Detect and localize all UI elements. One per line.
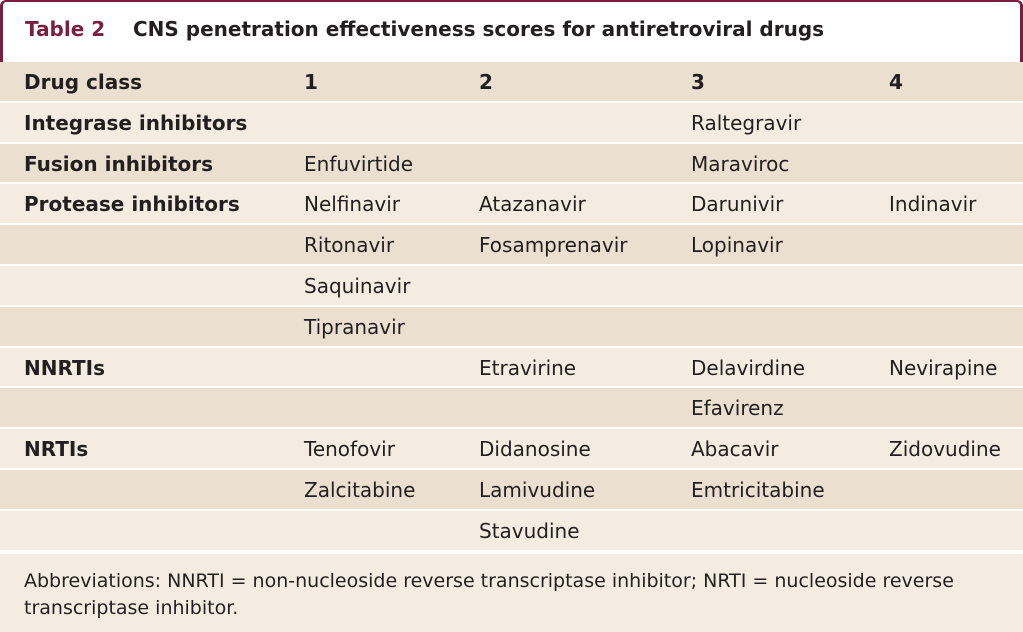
table-row: Tipranavir bbox=[0, 306, 1023, 348]
drug-cell-score-3: Efavirenz bbox=[691, 396, 784, 421]
drug-cell-score-2: Etravirine bbox=[479, 355, 577, 380]
drug-cell-score-4: Zidovudine bbox=[889, 437, 1001, 462]
header-cell-score-2: 2 bbox=[479, 70, 493, 94]
drug-cell-score-2: Fosamprenavir bbox=[479, 233, 628, 258]
table-footnote: Abbreviations: NNRTI = non-nucleoside re… bbox=[0, 554, 1023, 632]
drug-cell-score-4: Indinavir bbox=[889, 192, 977, 217]
drug-cell-score-2: Lamivudine bbox=[479, 477, 596, 502]
table-row: Stavudine bbox=[0, 510, 1023, 552]
drug-cell-score-3: Delavirdine bbox=[691, 355, 806, 380]
table-header-row: Drug class 1 2 3 4 bbox=[0, 62, 1023, 103]
drug-cell-score-1: Tenofovir bbox=[304, 437, 395, 462]
header-cell-score-3: 3 bbox=[691, 70, 705, 94]
table-row: NNRTIs Etravirine Delavirdine Nevirapine bbox=[0, 347, 1023, 389]
drug-cell-score-1: Zalcitabine bbox=[304, 477, 416, 502]
header-cell-drug-class: Drug class bbox=[24, 70, 142, 94]
table-title-bar: Table 2 CNS penetration effectiveness sc… bbox=[0, 0, 1023, 62]
drug-class-cell: Integrase inhibitors bbox=[24, 110, 248, 135]
table-row: Protease inhibitors Nelfinavir Atazanavir D… bbox=[0, 184, 1023, 226]
drug-cell-score-3: Abacavir bbox=[691, 437, 779, 462]
drug-cell-score-3: Emtricitabine bbox=[691, 477, 825, 502]
table-row: NRTIs Tenofovir Didanosine Abacavir Zidovudi… bbox=[0, 429, 1023, 470]
drug-class-cell: NNRTIs bbox=[24, 355, 105, 380]
table-row: Efavirenz bbox=[0, 388, 1023, 430]
drug-cell-score-2: Atazanavir bbox=[479, 192, 586, 217]
table-number-label: Table 2 bbox=[25, 17, 106, 41]
header-cell-score-1: 1 bbox=[304, 70, 318, 94]
drug-class-cell: Protease inhibitors bbox=[24, 192, 240, 217]
table-title: CNS penetration effectiveness scores for… bbox=[133, 17, 825, 41]
drug-cell-score-1: Saquinavir bbox=[304, 273, 411, 298]
drug-cell-score-1: Ritonavir bbox=[304, 233, 395, 258]
drug-cell-score-1: Nelfinavir bbox=[304, 192, 400, 217]
drug-cell-score-1: Enfuvirtide bbox=[304, 151, 414, 176]
drug-cell-score-3: Lopinavir bbox=[691, 233, 783, 258]
drug-table: Drug class 1 2 3 4 Integrase inhibitors R… bbox=[0, 62, 1023, 552]
drug-cell-score-1: Tipranavir bbox=[304, 314, 405, 339]
drug-class-cell: Fusion inhibitors bbox=[24, 151, 214, 176]
drug-cell-score-2: Stavudine bbox=[479, 518, 580, 543]
drug-class-cell: NRTIs bbox=[24, 437, 89, 462]
table-row: Zalcitabine Lamivudine Emtricitabine bbox=[0, 469, 1023, 511]
table-row: Integrase inhibitors Raltegravir bbox=[0, 102, 1023, 144]
table-row: Saquinavir bbox=[0, 265, 1023, 307]
drug-cell-score-3: Maraviroc bbox=[691, 151, 790, 176]
table-row: Ritonavir Fosamprenavir Lopinavir bbox=[0, 225, 1023, 266]
drug-cell-score-3: Darunivir bbox=[691, 192, 784, 217]
drug-cell-score-3: Raltegravir bbox=[691, 110, 802, 135]
header-cell-score-4: 4 bbox=[889, 70, 903, 94]
drug-cell-score-2: Didanosine bbox=[479, 437, 591, 462]
drug-cell-score-4: Nevirapine bbox=[889, 355, 998, 380]
table-row: Fusion inhibitors Enfuvirtide Maraviroc bbox=[0, 143, 1023, 185]
